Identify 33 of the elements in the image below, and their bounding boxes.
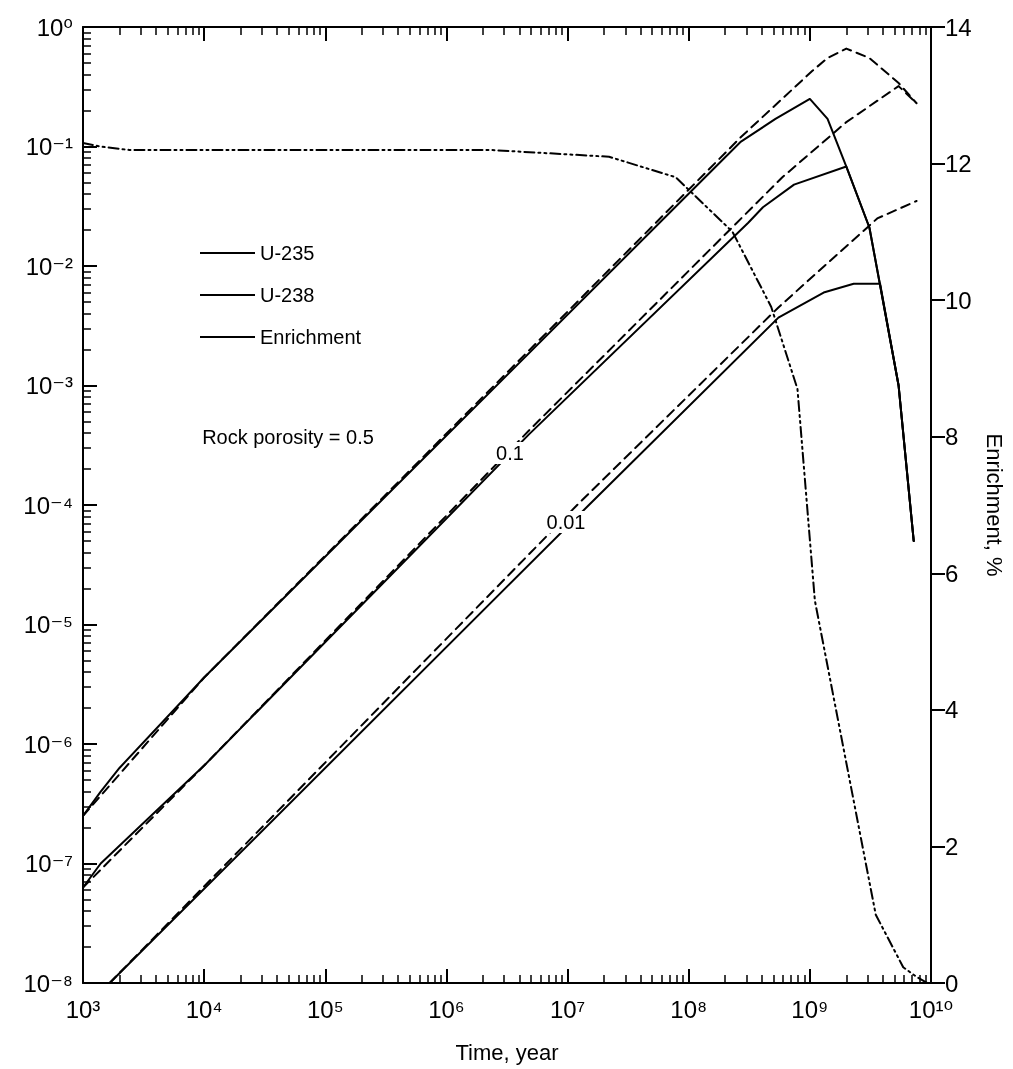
x-tick-label: 10⁴ xyxy=(185,995,223,1023)
y-tick-label: 10⁻⁸ xyxy=(23,969,73,997)
y-tick-label: 10⁻¹ xyxy=(25,133,73,160)
y-tick-label: 10⁻³ xyxy=(25,372,73,399)
annotation: 0.1 xyxy=(496,442,524,464)
y-tick-label: 10⁻⁷ xyxy=(24,850,73,877)
legend-label: U-235 xyxy=(260,242,315,264)
x-tick-label: 10⁷ xyxy=(549,995,586,1023)
x-tick-label: 10⁹ xyxy=(791,995,829,1023)
legend-label: U-238 xyxy=(260,284,315,306)
y-tick-label: 10⁻² xyxy=(25,252,73,280)
y2-tick-label: 4 xyxy=(945,696,959,724)
y-tick-label: 10⁻⁴ xyxy=(23,491,73,519)
y2-tick-label: 0 xyxy=(945,969,959,997)
x-tick-label: 10⁸ xyxy=(670,995,708,1023)
annotation: 0.01 xyxy=(546,511,586,533)
x-axis-title: Time, year xyxy=(455,1039,559,1065)
annotation: Rock porosity = 0.5 xyxy=(202,426,374,448)
y-tick-label: 10⁻⁶ xyxy=(23,730,73,758)
y2-tick-label: 2 xyxy=(945,832,959,860)
y2-tick-label: 14 xyxy=(945,13,972,41)
x-tick-label: 10⁵ xyxy=(306,995,344,1023)
legend-label: Enrichment xyxy=(260,326,362,348)
y2-axis-title: Enrichment, % xyxy=(981,433,1007,577)
y-tick-label: 10⁻⁵ xyxy=(23,611,73,638)
x-tick-label: 10³ xyxy=(65,995,101,1023)
x-tick-label: 10⁶ xyxy=(428,995,465,1023)
y-tick-label: 10⁰ xyxy=(36,13,73,41)
y2-tick-label: 6 xyxy=(945,559,959,587)
y2-tick-label: 10 xyxy=(945,286,972,314)
y2-tick-label: 12 xyxy=(945,150,972,178)
y2-tick-label: 8 xyxy=(945,423,959,451)
x-tick-label: 10¹⁰ xyxy=(908,995,954,1023)
